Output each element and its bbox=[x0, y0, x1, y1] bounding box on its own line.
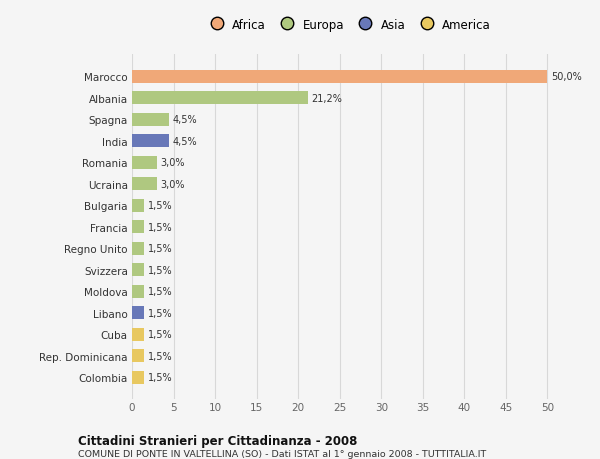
Bar bbox=[132, 113, 169, 127]
Text: COMUNE DI PONTE IN VALTELLINA (SO) - Dati ISTAT al 1° gennaio 2008 - TUTTITALIA.: COMUNE DI PONTE IN VALTELLINA (SO) - Dat… bbox=[78, 449, 486, 458]
Bar bbox=[132, 328, 145, 341]
Text: 3,0%: 3,0% bbox=[160, 158, 185, 168]
Text: 50,0%: 50,0% bbox=[551, 72, 581, 82]
Bar bbox=[132, 285, 145, 298]
Text: 1,5%: 1,5% bbox=[148, 286, 172, 297]
Bar bbox=[132, 349, 145, 362]
Bar bbox=[132, 135, 169, 148]
Bar bbox=[132, 157, 157, 169]
Text: 1,5%: 1,5% bbox=[148, 308, 172, 318]
Bar bbox=[132, 71, 547, 84]
Text: 1,5%: 1,5% bbox=[148, 244, 172, 254]
Bar bbox=[132, 263, 145, 276]
Bar bbox=[132, 92, 308, 105]
Text: 1,5%: 1,5% bbox=[148, 330, 172, 339]
Bar bbox=[132, 199, 145, 212]
Bar bbox=[132, 371, 145, 384]
Text: 1,5%: 1,5% bbox=[148, 351, 172, 361]
Text: 1,5%: 1,5% bbox=[148, 201, 172, 211]
Text: 3,0%: 3,0% bbox=[160, 179, 185, 189]
Text: 1,5%: 1,5% bbox=[148, 265, 172, 275]
Text: 4,5%: 4,5% bbox=[173, 136, 197, 146]
Text: 1,5%: 1,5% bbox=[148, 372, 172, 382]
Bar bbox=[132, 242, 145, 255]
Bar bbox=[132, 307, 145, 319]
Text: 4,5%: 4,5% bbox=[173, 115, 197, 125]
Bar bbox=[132, 178, 157, 191]
Bar bbox=[132, 221, 145, 234]
Text: 1,5%: 1,5% bbox=[148, 222, 172, 232]
Legend: Africa, Europa, Asia, America: Africa, Europa, Asia, America bbox=[203, 16, 493, 34]
Text: Cittadini Stranieri per Cittadinanza - 2008: Cittadini Stranieri per Cittadinanza - 2… bbox=[78, 434, 358, 447]
Text: 21,2%: 21,2% bbox=[311, 94, 343, 104]
